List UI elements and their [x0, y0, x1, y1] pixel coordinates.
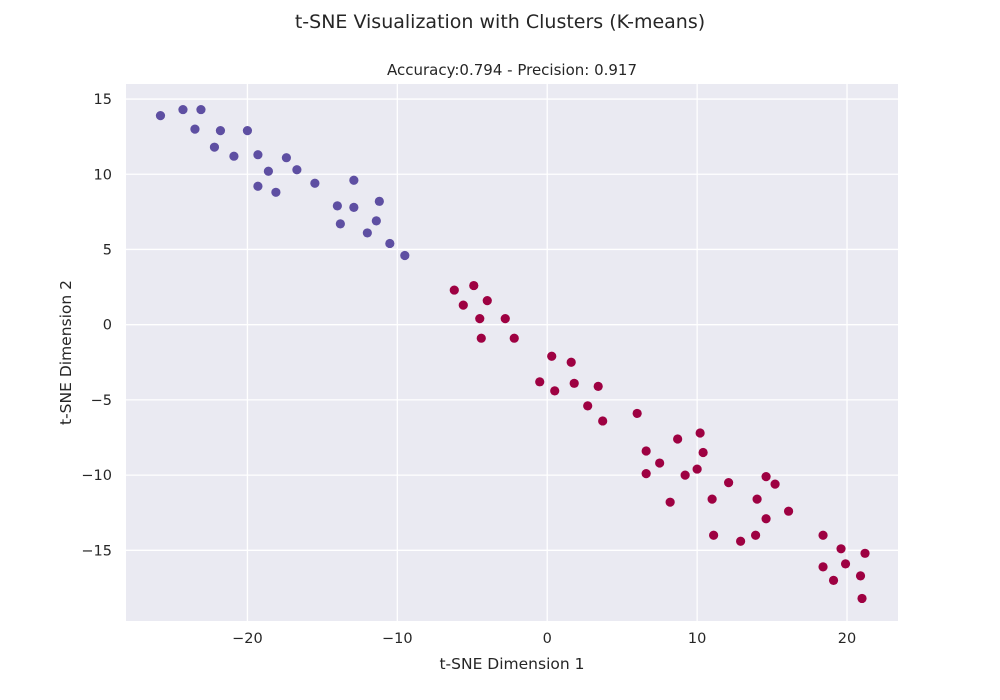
- data-points: [155, 104, 870, 604]
- data-point: [178, 104, 188, 115]
- data-point: [783, 506, 794, 516]
- data-point: [761, 471, 771, 482]
- data-point: [242, 126, 253, 136]
- data-point: [547, 351, 557, 361]
- y-tick-label: 15: [94, 92, 112, 108]
- data-point: [680, 470, 690, 480]
- data-point: [209, 142, 220, 152]
- data-point: [641, 468, 651, 479]
- data-point: [449, 285, 459, 295]
- data-point: [750, 530, 761, 540]
- y-axis-ticks: 15 10 5 0 −5 −10 −15: [81, 92, 112, 559]
- data-point: [818, 562, 828, 572]
- data-point: [665, 497, 675, 507]
- figure-title: t-SNE Visualization with Clusters (K-mea…: [294, 11, 706, 33]
- data-point: [535, 377, 545, 387]
- data-point: [724, 478, 734, 488]
- data-point: [692, 464, 702, 474]
- data-point: [310, 178, 320, 188]
- y-tick-label: −5: [91, 393, 112, 409]
- data-point: [155, 110, 166, 121]
- data-point: [550, 386, 560, 396]
- data-point: [253, 181, 263, 191]
- data-point: [695, 428, 705, 438]
- chart-title: Accuracy:0.794 - Precision: 0.917: [386, 61, 638, 79]
- data-point: [569, 378, 579, 388]
- data-point: [641, 446, 651, 456]
- data-point: [566, 357, 576, 367]
- data-point: [707, 494, 717, 504]
- x-axis-ticks: −20 −10 0 10 20: [232, 631, 856, 647]
- x-tick-label: −20: [232, 631, 263, 647]
- x-tick-label: 20: [838, 631, 856, 647]
- y-tick-label: −15: [81, 543, 112, 559]
- data-point: [271, 187, 281, 197]
- data-point: [371, 216, 381, 226]
- data-point: [332, 201, 342, 211]
- data-point: [362, 228, 372, 238]
- data-point: [673, 434, 683, 444]
- data-point: [349, 175, 359, 185]
- data-point: [196, 104, 206, 115]
- plot-area: [126, 84, 898, 621]
- gridlines: [126, 84, 898, 621]
- data-point: [583, 401, 593, 411]
- data-point: [215, 126, 226, 136]
- data-point: [828, 575, 839, 585]
- data-point: [475, 314, 485, 324]
- data-point: [655, 458, 665, 468]
- y-axis-label: t-SNE Dimension 2: [57, 280, 75, 425]
- data-point: [229, 151, 239, 161]
- data-point: [598, 416, 608, 426]
- data-point: [281, 153, 291, 163]
- data-point: [349, 202, 359, 212]
- y-tick-label: 10: [94, 167, 112, 183]
- data-point: [458, 300, 468, 310]
- data-point: [253, 150, 263, 160]
- data-point: [593, 381, 603, 391]
- data-point: [632, 408, 642, 419]
- y-tick-label: −10: [81, 468, 112, 484]
- data-point: [836, 544, 846, 554]
- data-point: [263, 166, 274, 176]
- y-tick-label: 5: [103, 242, 112, 258]
- data-point: [385, 238, 395, 249]
- data-point: [860, 548, 870, 558]
- data-point: [752, 494, 762, 504]
- data-point: [855, 571, 866, 581]
- y-tick-label: 0: [103, 318, 112, 334]
- data-point: [509, 333, 519, 343]
- data-point: [840, 559, 851, 569]
- x-axis-label: t-SNE Dimension 1: [439, 655, 584, 673]
- data-point: [698, 447, 708, 458]
- x-tick-label: 0: [543, 631, 552, 647]
- x-tick-label: −10: [382, 631, 413, 647]
- data-point: [292, 165, 302, 175]
- data-point: [482, 296, 492, 306]
- data-point: [761, 514, 771, 524]
- data-point: [857, 593, 867, 604]
- data-point: [190, 124, 200, 134]
- data-point: [500, 314, 510, 324]
- data-point: [400, 250, 410, 261]
- data-point: [709, 530, 719, 540]
- data-point: [818, 530, 828, 540]
- data-point: [770, 479, 780, 489]
- data-point: [469, 280, 479, 291]
- data-point: [374, 196, 384, 206]
- data-point: [476, 333, 486, 343]
- x-tick-label: 10: [688, 631, 706, 647]
- data-point: [736, 536, 746, 546]
- data-point: [335, 219, 345, 229]
